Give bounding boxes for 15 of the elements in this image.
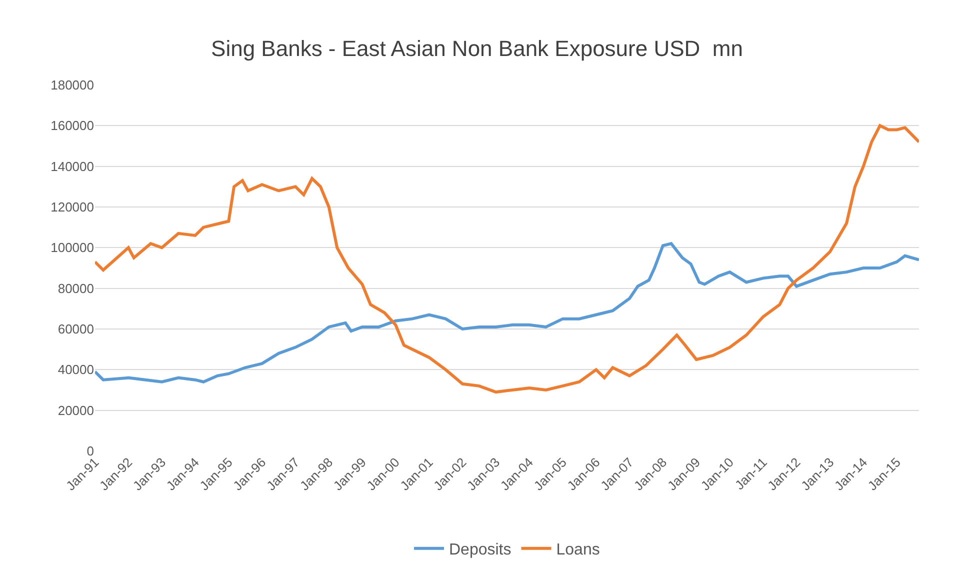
y-tick-label: 80000 xyxy=(58,280,94,296)
y-tick-label: 160000 xyxy=(50,118,94,134)
line-series xyxy=(95,242,919,384)
y-tick-label: 60000 xyxy=(58,322,94,337)
y-tick-label: 120000 xyxy=(50,200,94,215)
y-tick-label: 20000 xyxy=(58,402,94,418)
legend-label: Deposits xyxy=(449,542,512,559)
chart-title: Sing Banks - East Asian Non Bank Exposure USD mn xyxy=(211,36,743,61)
legend-label: Loans xyxy=(556,542,600,559)
y-tick-label: 180000 xyxy=(50,78,94,93)
line-series xyxy=(95,124,919,394)
y-tick-label: 40000 xyxy=(58,362,94,378)
y-tick-label: 140000 xyxy=(50,158,94,174)
y-tick-label: 100000 xyxy=(50,240,94,256)
y-tick-label: 0 xyxy=(86,444,94,459)
